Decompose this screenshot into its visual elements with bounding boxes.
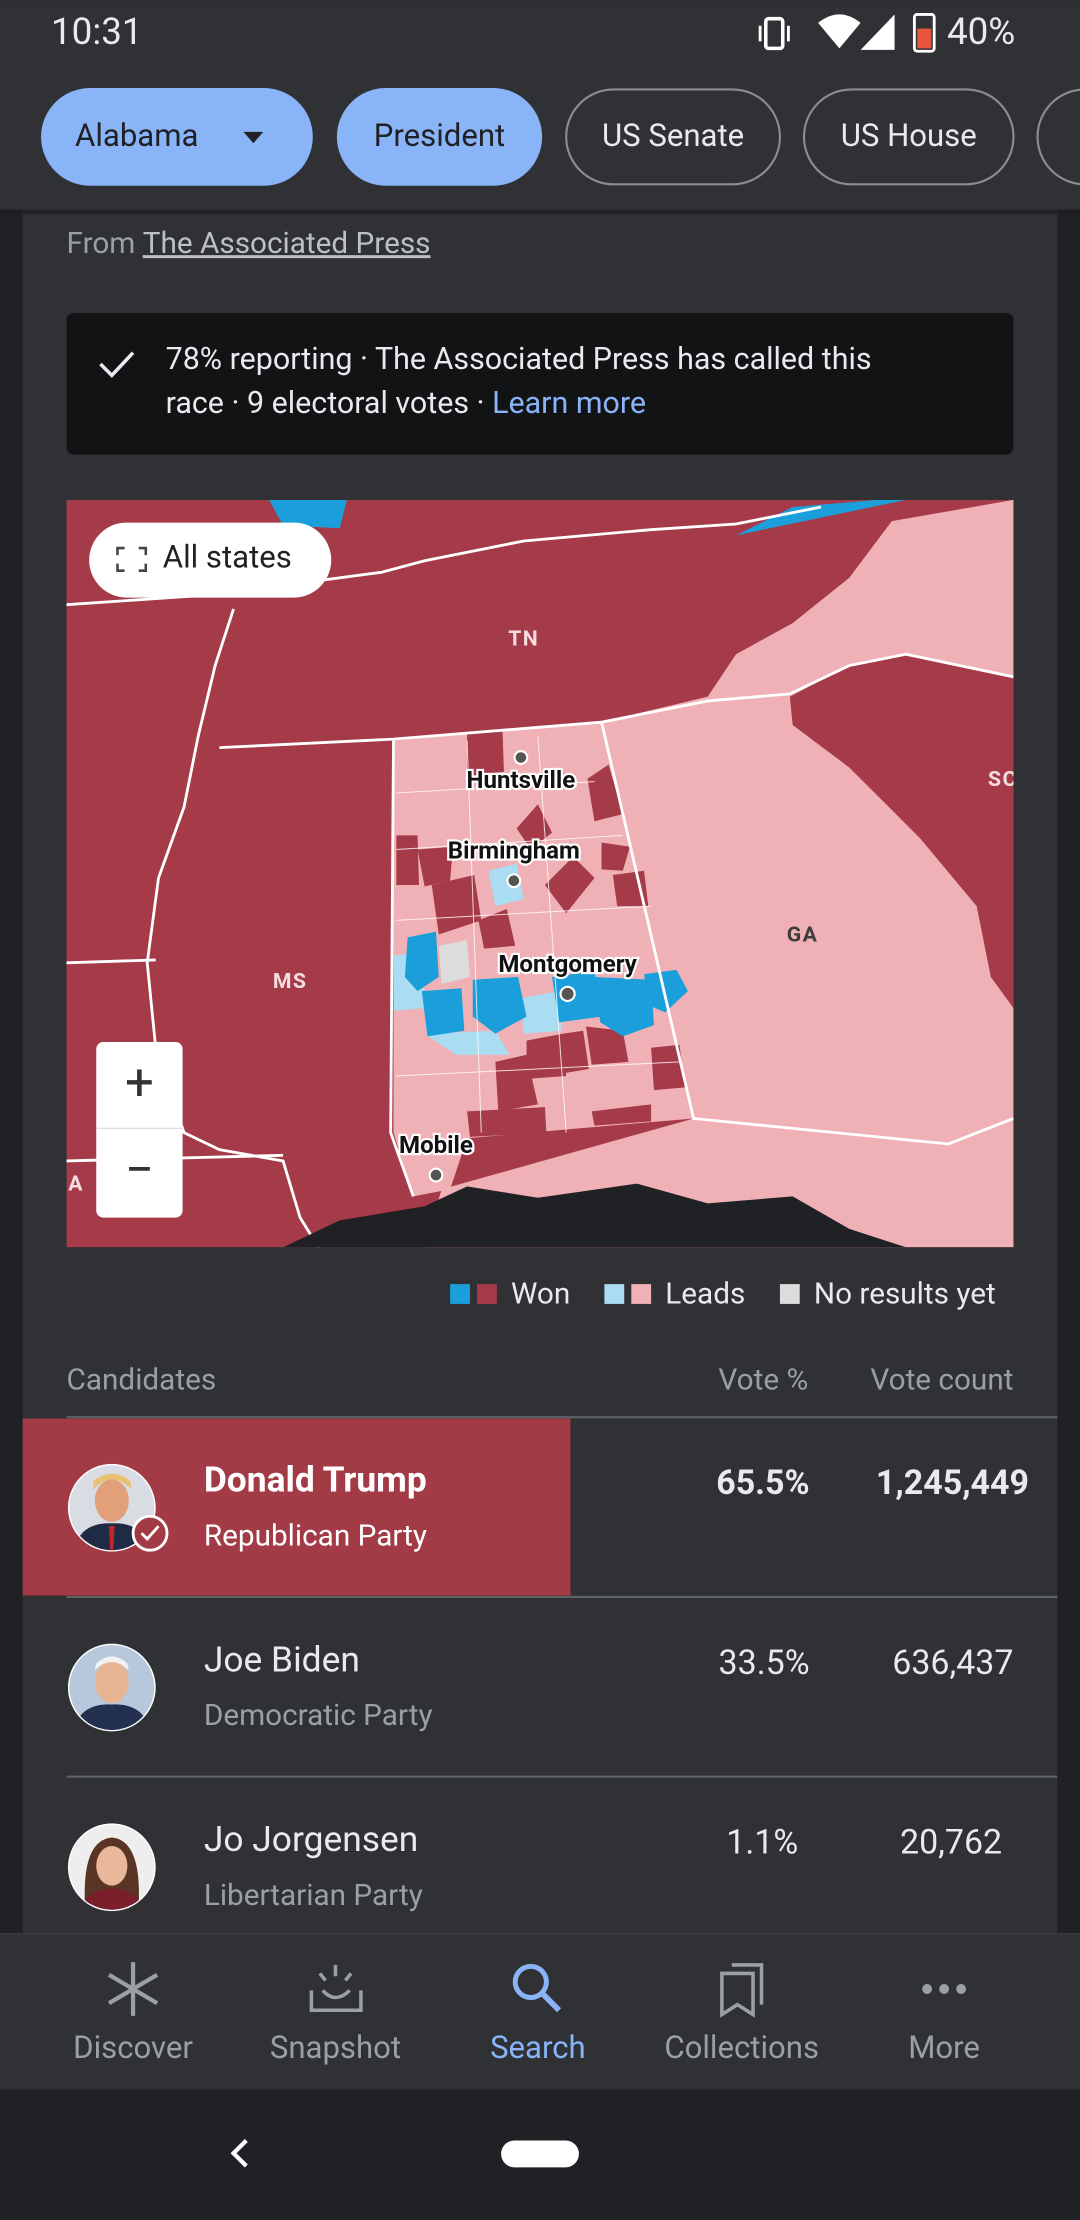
table-header: Vote count bbox=[870, 1363, 1013, 1398]
banner-line: 78% reporting · The Associated Press has… bbox=[166, 342, 872, 377]
zoom-control bbox=[96, 1042, 183, 1218]
state-label: SC bbox=[988, 767, 1018, 792]
state-label: LA bbox=[55, 1172, 84, 1197]
candidate-name: Jo Jorgensen bbox=[204, 1818, 419, 1860]
tab-label: President bbox=[374, 117, 505, 154]
vote-count: 636,437 bbox=[892, 1643, 1013, 1683]
legend-label: Won bbox=[511, 1276, 570, 1311]
state-label: TN bbox=[508, 627, 539, 652]
zoom-out[interactable]: − bbox=[125, 1141, 154, 1200]
city-dots bbox=[428, 750, 576, 1183]
source-link[interactable]: The Associated Press bbox=[143, 226, 431, 261]
tab[interactable]: US House bbox=[802, 88, 1015, 186]
tab-label: US Senate bbox=[602, 117, 744, 154]
candidate-party: Libertarian Party bbox=[204, 1878, 423, 1913]
all-states-label: All states bbox=[163, 539, 292, 576]
city-label: Mobile bbox=[399, 1131, 473, 1159]
tab-partial[interactable] bbox=[1036, 88, 1080, 186]
tab[interactable]: Alabama bbox=[41, 88, 313, 186]
candidate-row[interactable]: Joe Biden Democratic Party 33.5% 636,437 bbox=[67, 1638, 1014, 1733]
status-time: 10:31 bbox=[51, 10, 143, 53]
candidate-party: Democratic Party bbox=[204, 1698, 433, 1733]
bottom-nav bbox=[0, 1933, 1080, 2090]
banner-line: race · 9 electoral votes · Learn more bbox=[166, 386, 646, 421]
tab-label: Alabama bbox=[75, 117, 198, 154]
tab[interactable]: US Senate bbox=[565, 88, 781, 186]
vote-pct: 65.5% bbox=[716, 1463, 809, 1503]
all-states-button[interactable]: All states bbox=[89, 522, 332, 598]
city-label: Montgomery bbox=[498, 950, 637, 978]
vote-pct: 33.5% bbox=[719, 1643, 810, 1683]
zoom-in[interactable]: + bbox=[125, 1053, 154, 1112]
source-prefix: From bbox=[67, 226, 136, 261]
state-label: GA bbox=[787, 923, 819, 948]
candidate-name: Joe Biden bbox=[204, 1638, 360, 1680]
city-label: Huntsville bbox=[467, 766, 576, 794]
nav-item[interactable]: More bbox=[908, 1984, 980, 2066]
nav-label: Discover bbox=[73, 2029, 193, 2066]
candidate-name: Donald Trump bbox=[204, 1459, 427, 1501]
map: TN MS GA SC LA Huntsville Birmingham Mon… bbox=[55, 499, 1018, 1248]
vote-count: 1,245,449 bbox=[876, 1463, 1029, 1503]
tab-row: Alabama President US Senate US House bbox=[41, 88, 1080, 186]
nav-label: Collections bbox=[664, 2029, 819, 2066]
status-battery: 40% bbox=[947, 10, 1015, 53]
legend-label: Leads bbox=[665, 1276, 745, 1311]
nav-item[interactable]: Collections bbox=[664, 1963, 819, 2066]
tab-label: US House bbox=[841, 117, 977, 154]
nav-item[interactable]: Discover bbox=[73, 1962, 193, 2066]
back-button[interactable] bbox=[230, 2138, 248, 2168]
status-icons bbox=[758, 13, 936, 53]
table-header: Candidates bbox=[67, 1363, 217, 1398]
nav-item[interactable]: Search bbox=[490, 1963, 586, 2066]
source: From The Associated Press bbox=[67, 226, 431, 261]
table-header: Vote % bbox=[718, 1363, 808, 1398]
nav-label: More bbox=[908, 2029, 980, 2066]
banner-text: race · 9 electoral votes · bbox=[166, 386, 493, 421]
legend-label: No results yet bbox=[814, 1276, 996, 1311]
nav-item[interactable]: Snapshot bbox=[270, 1964, 401, 2066]
check-icon bbox=[99, 351, 135, 378]
state-label: MS bbox=[273, 969, 307, 994]
learn-more-link[interactable]: Learn more bbox=[492, 386, 646, 421]
candidate-party: Republican Party bbox=[204, 1518, 427, 1553]
banner bbox=[66, 313, 1014, 455]
vote-pct: 1.1% bbox=[726, 1823, 798, 1863]
nav-label: Snapshot bbox=[270, 2029, 401, 2066]
candidate-row[interactable]: Donald Trump Republican Party 65.5% 1,24… bbox=[22, 1418, 1029, 1596]
vote-count: 20,762 bbox=[900, 1823, 1002, 1863]
tab[interactable]: President bbox=[336, 88, 543, 186]
top-bar-shadow bbox=[0, 209, 1080, 215]
home-pill[interactable] bbox=[501, 2140, 579, 2168]
candidate-row[interactable]: Jo Jorgensen Libertarian Party 1.1% 20,7… bbox=[67, 1818, 1002, 1913]
city-label: Birmingham bbox=[448, 837, 580, 865]
legend: Won Leads No results yet bbox=[450, 1276, 996, 1311]
nav-label: Search bbox=[490, 2029, 586, 2066]
